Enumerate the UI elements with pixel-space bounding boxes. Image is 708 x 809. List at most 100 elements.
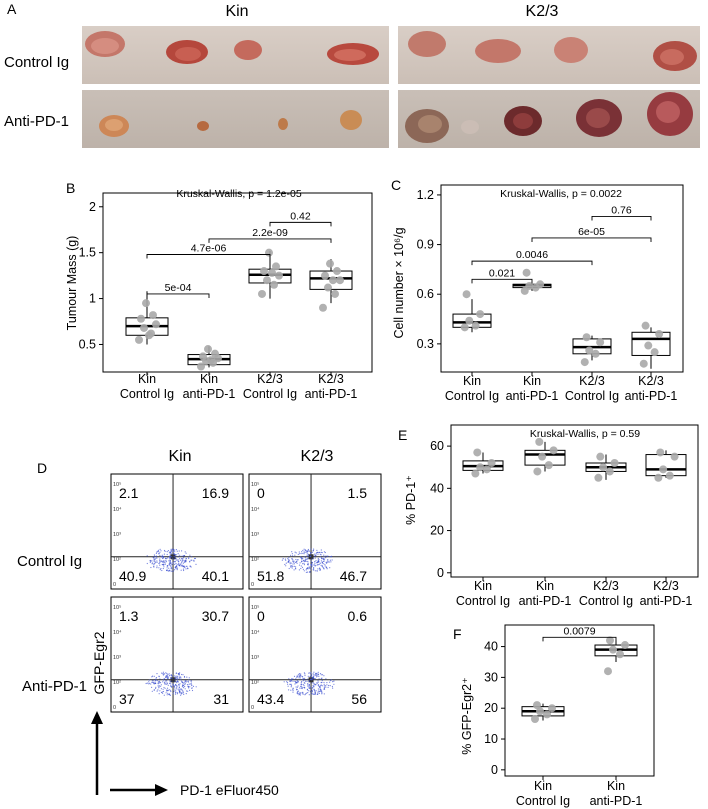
- chart-e-xtick-2-line1: Kin: [536, 579, 554, 593]
- flow-event: [300, 685, 302, 688]
- f-comparison-pvalue: 0.0079: [563, 625, 595, 637]
- b-data-point: [199, 352, 207, 361]
- flow-event: [326, 684, 328, 686]
- flow-event: [168, 693, 170, 696]
- flow-axis-decade: 10⁵: [251, 604, 259, 611]
- flow-event: [316, 682, 318, 684]
- flow-event: [154, 555, 156, 557]
- c-data-point: [460, 323, 469, 332]
- flow-event: [325, 557, 327, 559]
- flow-event: [174, 566, 176, 569]
- flow-event: [152, 682, 155, 684]
- flow-event: [310, 568, 312, 570]
- flow-quadrant-ll: 43.4: [257, 691, 284, 707]
- chart-c-xtick-3-line1: K2/3: [579, 374, 605, 388]
- e-data-point: [473, 448, 482, 457]
- flow-event: [156, 565, 158, 567]
- flow-event: [286, 681, 288, 683]
- b-ytick-label: 1.5: [79, 246, 96, 260]
- flow-event: [169, 551, 171, 554]
- flow-event: [306, 552, 308, 554]
- flow-event: [302, 683, 304, 686]
- e-data-point: [610, 459, 619, 467]
- flow-event: [292, 689, 294, 691]
- flow-event: [176, 693, 179, 695]
- flow-event: [308, 555, 310, 557]
- flow-event: [165, 692, 167, 694]
- flow-event: [171, 680, 173, 682]
- flow-event: [166, 673, 168, 675]
- b-comparison-bracket: [146, 254, 271, 259]
- flow-event: [182, 687, 184, 689]
- flow-event: [313, 568, 315, 570]
- flow-event: [185, 568, 187, 570]
- flow-event: [291, 558, 293, 560]
- flow-event: [169, 680, 171, 682]
- flow-event: [151, 686, 153, 689]
- flow-event: [303, 677, 305, 679]
- flow-event: [180, 689, 182, 691]
- flow-event: [188, 687, 190, 689]
- flow-event: [301, 551, 303, 553]
- flow-axis-decade: 10²: [251, 557, 259, 563]
- e-ytick-label: 20: [430, 524, 444, 538]
- flow-event: [166, 553, 168, 556]
- flow-event: [308, 568, 310, 570]
- flow-event: [318, 563, 320, 565]
- flow-event: [161, 554, 163, 556]
- e-data-point: [533, 467, 542, 476]
- f-data-point: [533, 701, 541, 710]
- c-data-point: [471, 321, 480, 330]
- flow-event: [319, 556, 321, 558]
- flow-event: [190, 680, 193, 682]
- flow-event: [188, 557, 190, 560]
- flow-event: [293, 560, 295, 562]
- flow-event: [155, 556, 157, 558]
- flow-event: [159, 682, 161, 684]
- flow-event: [152, 556, 154, 559]
- f-ytick-label: 10: [484, 732, 498, 746]
- panel-d: D Kin K2/3 Control Ig Anti-PD-1 10⁵10⁴10…: [17, 448, 382, 798]
- flow-event: [302, 552, 304, 555]
- flow-event: [298, 564, 301, 566]
- flow-event: [189, 565, 191, 567]
- flow-event: [288, 556, 290, 559]
- flow-event: [153, 563, 155, 565]
- b-comparison-bracket: [146, 293, 210, 298]
- flow-event: [174, 693, 177, 695]
- flow-event: [291, 680, 293, 682]
- flow-event: [148, 679, 150, 681]
- flow-event: [315, 672, 317, 674]
- flow-event: [329, 685, 331, 687]
- flow-event: [293, 569, 295, 571]
- flow-event: [187, 567, 189, 569]
- f-data-point: [606, 636, 614, 645]
- flow-event: [306, 688, 308, 690]
- flow-event: [193, 560, 195, 562]
- flow-event: [297, 691, 299, 693]
- flow-event: [162, 556, 164, 559]
- flow-event: [301, 566, 304, 569]
- flow-event: [170, 555, 172, 558]
- e-ytick-label: 40: [430, 481, 444, 495]
- flow-event: [176, 681, 179, 683]
- flow-event: [313, 684, 315, 686]
- flow-event: [154, 558, 157, 560]
- flow-event: [176, 677, 178, 679]
- flow-event: [170, 689, 172, 691]
- flow-event: [327, 686, 329, 689]
- flow-event: [310, 693, 313, 695]
- c-data-point: [465, 316, 474, 325]
- flow-ylabel: GFP-Egr2: [91, 631, 107, 694]
- flow-event: [162, 681, 164, 683]
- flow-event: [178, 689, 180, 691]
- flow-event: [156, 557, 158, 559]
- flow-event: [321, 674, 324, 676]
- b-data-point: [268, 268, 276, 277]
- flow-event: [162, 690, 165, 693]
- flow-event: [317, 690, 319, 692]
- chart-c-xtick-3-line2: Control Ig: [565, 389, 619, 403]
- flow-event: [158, 567, 160, 569]
- flow-gate-center: [170, 554, 176, 560]
- flow-event: [162, 679, 164, 681]
